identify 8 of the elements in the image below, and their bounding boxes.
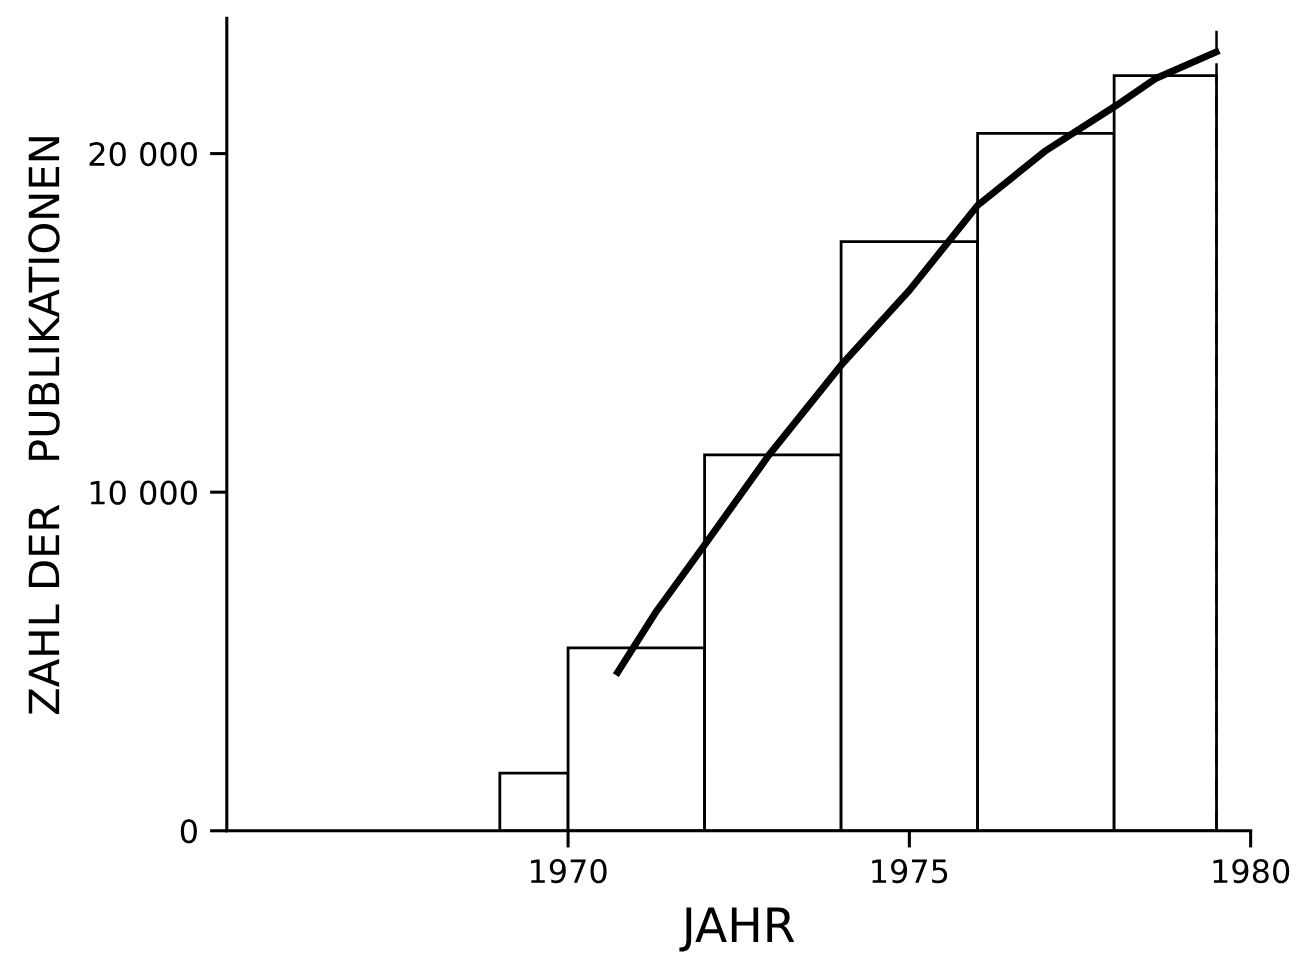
y-tick-label: 0 bbox=[180, 819, 197, 844]
x-axis-title: JAHR bbox=[679, 907, 795, 952]
y-tick-label: 10 000 bbox=[90, 480, 197, 505]
y-tick-label: 20 000 bbox=[89, 142, 197, 167]
x-tick-label: 1970 bbox=[530, 859, 607, 884]
x-tick-label: 1975 bbox=[872, 859, 948, 884]
x-tick-label: 1980 bbox=[1213, 859, 1290, 884]
y-axis-title: ZAHL DER PUBLIKATIONEN bbox=[28, 137, 60, 714]
